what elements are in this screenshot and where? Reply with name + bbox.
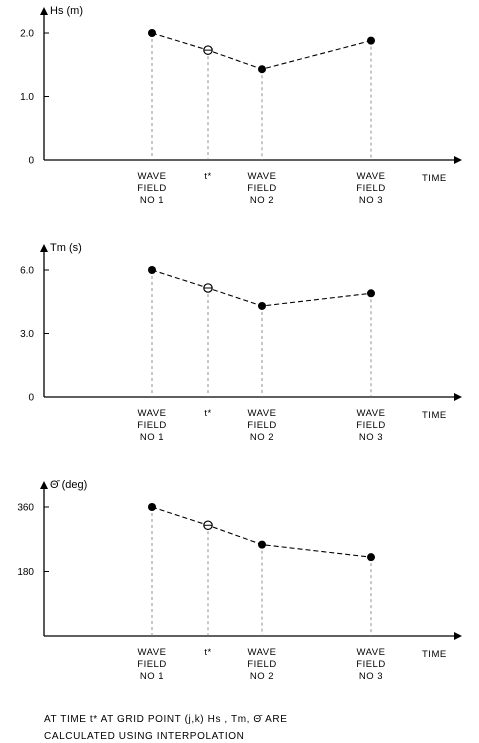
data-point (148, 503, 156, 511)
category-label: FIELD (247, 183, 276, 194)
y-tick-label: 3.0 (20, 329, 34, 340)
category-label: FIELD (356, 420, 385, 431)
category-label: NO 3 (359, 432, 383, 443)
category-label: WAVE (248, 408, 277, 419)
series-line (151, 506, 372, 558)
category-label: NO 1 (140, 195, 164, 206)
category-label: NO 3 (359, 195, 383, 206)
data-point (367, 36, 375, 45)
category-label: FIELD (247, 420, 276, 431)
category-label: FIELD (356, 659, 385, 670)
x-axis-label: TIME (422, 649, 447, 660)
category-label: FIELD (137, 183, 166, 194)
y-axis-arrowhead (40, 7, 48, 15)
data-point (258, 540, 266, 549)
y-axis-arrowhead (40, 481, 48, 489)
y-tick-label: 180 (17, 567, 34, 578)
x-axis-arrowhead (454, 393, 462, 401)
series-line (151, 269, 372, 307)
y-axis-arrowhead (40, 244, 48, 252)
category-label: WAVE (357, 647, 386, 658)
category-label: FIELD (137, 420, 166, 431)
y-axis-label: Θ̄ (deg) (50, 479, 87, 491)
category-label: WAVE (248, 171, 277, 182)
y-tick-label: 1.0 (20, 92, 34, 103)
x-axis-arrowhead (454, 156, 462, 164)
data-point (258, 65, 266, 74)
series-line (151, 32, 372, 70)
y-tick-label: 0 (28, 393, 34, 404)
category-label: t* (204, 647, 211, 658)
category-label: WAVE (138, 647, 167, 658)
category-label: WAVE (357, 171, 386, 182)
y-tick-label: 360 (17, 503, 34, 514)
category-label: NO 2 (250, 195, 274, 206)
y-axis-label: Tm (s) (50, 242, 82, 254)
y-tick-label: 6.0 (20, 266, 34, 277)
data-point (148, 266, 156, 274)
category-label: NO 1 (140, 671, 164, 682)
caption-line-2: CALCULATED USING INTERPOLATION (44, 731, 245, 742)
caption-line-1: AT TIME t* AT GRID POINT (j,k) Hs , Tm, … (44, 714, 288, 725)
category-label: FIELD (356, 183, 385, 194)
data-point (148, 29, 156, 37)
data-point (258, 301, 266, 310)
category-label: NO 2 (250, 671, 274, 682)
y-tick-label: 0 (28, 156, 34, 167)
data-point (367, 553, 375, 562)
data-point (367, 289, 375, 298)
category-label: WAVE (138, 408, 167, 419)
y-tick-label: 2.0 (20, 29, 34, 40)
category-label: NO 1 (140, 432, 164, 443)
category-label: NO 2 (250, 432, 274, 443)
category-label: NO 3 (359, 671, 383, 682)
x-axis-label: TIME (422, 410, 447, 421)
category-label: WAVE (357, 408, 386, 419)
y-axis-label: Hs (m) (50, 5, 83, 17)
category-label: t* (204, 408, 211, 419)
x-axis-arrowhead (454, 632, 462, 640)
category-label: t* (204, 171, 211, 182)
category-label: FIELD (247, 659, 276, 670)
x-axis-label: TIME (422, 173, 447, 184)
category-label: WAVE (138, 171, 167, 182)
category-label: WAVE (248, 647, 277, 658)
category-label: FIELD (137, 659, 166, 670)
